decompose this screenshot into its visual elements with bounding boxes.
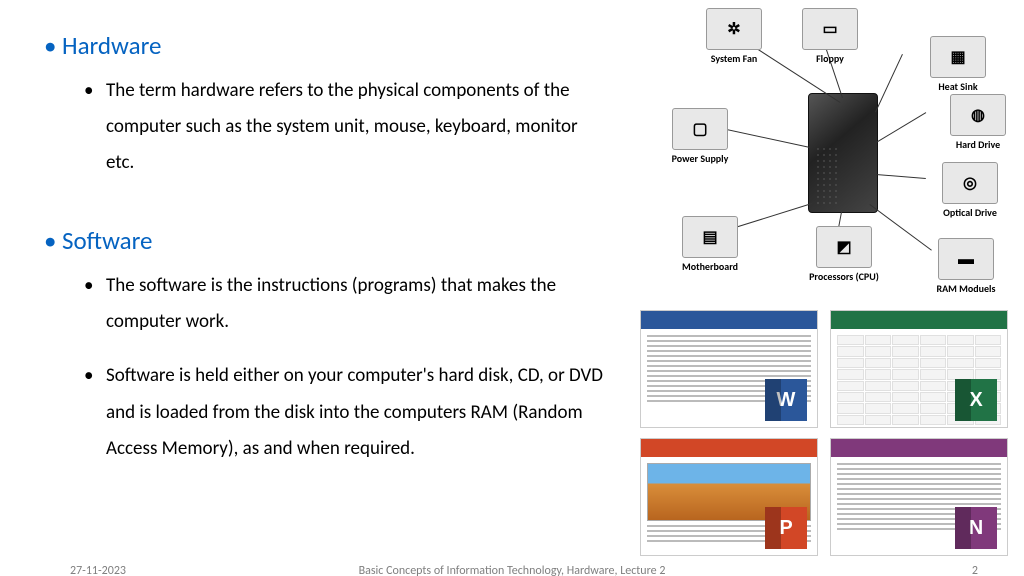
component-label: Motherboard xyxy=(670,260,750,273)
component-label: Floppy xyxy=(790,52,870,65)
component-label: Heat Sink xyxy=(918,80,998,93)
heading-software: Software xyxy=(62,225,610,256)
computer-tower-icon xyxy=(808,93,878,213)
app-w: W xyxy=(640,310,818,428)
app-icon: P xyxy=(765,507,807,549)
component-icon: ▭ xyxy=(802,8,858,50)
component-motherboard: ▤ Motherboard xyxy=(670,216,750,273)
component-icon: ▤ xyxy=(682,216,738,258)
component-power-supply: ▢ Power Supply xyxy=(660,108,740,165)
component-heat-sink: ▦ Heat Sink xyxy=(918,36,998,93)
component-label: Processors (CPU) xyxy=(804,270,884,283)
component-icon: ▬ xyxy=(938,238,994,280)
component-optical-drive: ◎ Optical Drive xyxy=(930,162,1010,219)
hardware-bullets: The term hardware refers to the physical… xyxy=(90,73,610,181)
app-n: N xyxy=(830,438,1008,556)
connector-line xyxy=(876,174,926,179)
component-processors-cpu-: ◩ Processors (CPU) xyxy=(804,226,884,283)
slide: Hardware The term hardware refers to the… xyxy=(0,0,1024,576)
app-icon: W xyxy=(765,379,807,421)
bullet: The term hardware refers to the physical… xyxy=(90,73,610,181)
footer-page-number: 2 xyxy=(972,564,978,576)
software-bullets: The software is the instructions (progra… xyxy=(90,268,610,466)
component-floppy: ▭ Floppy xyxy=(790,8,870,65)
app-x: X xyxy=(830,310,1008,428)
app-ribbon xyxy=(831,311,1007,329)
text-content: Hardware The term hardware refers to the… xyxy=(50,30,610,495)
app-ribbon xyxy=(641,311,817,329)
component-icon: ◩ xyxy=(816,226,872,268)
component-system-fan: ✲ System Fan xyxy=(694,8,774,65)
component-icon: ✲ xyxy=(706,8,762,50)
footer-title: Basic Concepts of Information Technology… xyxy=(0,564,1024,576)
component-label: System Fan xyxy=(694,52,774,65)
app-icon: X xyxy=(955,379,997,421)
app-ribbon xyxy=(831,439,1007,457)
app-ribbon xyxy=(641,439,817,457)
connector-line xyxy=(876,112,927,143)
bullet: Software is held either on your computer… xyxy=(90,358,610,466)
component-icon: ◎ xyxy=(942,162,998,204)
software-apps-grid: W X P N xyxy=(640,310,1010,556)
component-label: RAM Moduels xyxy=(926,282,1006,295)
component-hard-drive: ◍ Hard Drive xyxy=(938,94,1018,151)
app-p: P xyxy=(640,438,818,556)
component-icon: ▦ xyxy=(930,36,986,78)
component-icon: ▢ xyxy=(672,108,728,150)
component-ram-moduels: ▬ RAM Moduels xyxy=(926,238,1006,295)
component-label: Hard Drive xyxy=(938,138,1018,151)
bullet: The software is the instructions (progra… xyxy=(90,268,610,340)
heading-hardware: Hardware xyxy=(62,30,610,61)
app-icon: N xyxy=(955,507,997,549)
hardware-diagram: ✲System Fan▭Floppy▦Heat Sink▢Power Suppl… xyxy=(670,8,1010,298)
connector-line xyxy=(875,54,903,112)
component-icon: ◍ xyxy=(950,94,1006,136)
component-label: Optical Drive xyxy=(930,206,1010,219)
component-label: Power Supply xyxy=(660,152,740,165)
